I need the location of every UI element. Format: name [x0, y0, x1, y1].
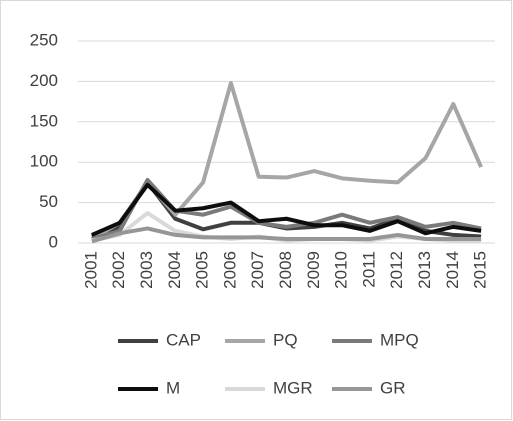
series-line	[91, 226, 482, 244]
x-tick-label: 2010	[332, 251, 351, 289]
legend-label: M	[166, 378, 180, 397]
x-tick-label: 2004	[165, 251, 184, 289]
y-tick-label: 0	[49, 232, 58, 251]
legend-label: GR	[380, 378, 406, 397]
legend-label: CAP	[166, 330, 201, 349]
x-tick-label: 2008	[276, 251, 295, 289]
x-tick-label: 2002	[109, 251, 128, 289]
y-tick-label: 200	[30, 71, 58, 90]
x-tick-label: 2013	[415, 251, 434, 289]
x-tick-label: 2009	[304, 251, 323, 289]
x-tick-label: 2005	[193, 251, 212, 289]
legend-label: MPQ	[380, 330, 419, 349]
y-tick-label: 150	[30, 111, 58, 130]
y-tick-label: 50	[39, 192, 58, 211]
x-tick-label: 2006	[220, 251, 239, 289]
x-tick-label: 2001	[81, 251, 100, 289]
series-line	[91, 177, 482, 241]
y-tick-label: 250	[30, 30, 58, 49]
x-tick-label: 2003	[137, 251, 156, 289]
x-tick-label: 2012	[387, 251, 406, 289]
x-tick-label: 2011	[359, 251, 378, 288]
legend-label: MGR	[273, 378, 313, 397]
x-tick-label: 2015	[471, 251, 490, 289]
x-tick-label: 2014	[443, 251, 462, 289]
series-line	[91, 182, 482, 237]
y-tick-label: 100	[30, 152, 58, 171]
legend-label: PQ	[273, 330, 298, 349]
x-tick-label: 2007	[248, 251, 267, 289]
